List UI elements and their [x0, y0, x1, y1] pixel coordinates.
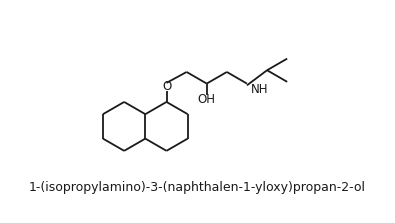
Text: OH: OH: [198, 93, 216, 106]
Text: 1-(isopropylamino)-3-(naphthalen-1-yloxy)propan-2-ol: 1-(isopropylamino)-3-(naphthalen-1-yloxy…: [29, 181, 366, 194]
Text: O: O: [162, 80, 171, 93]
Text: NH: NH: [250, 83, 268, 96]
